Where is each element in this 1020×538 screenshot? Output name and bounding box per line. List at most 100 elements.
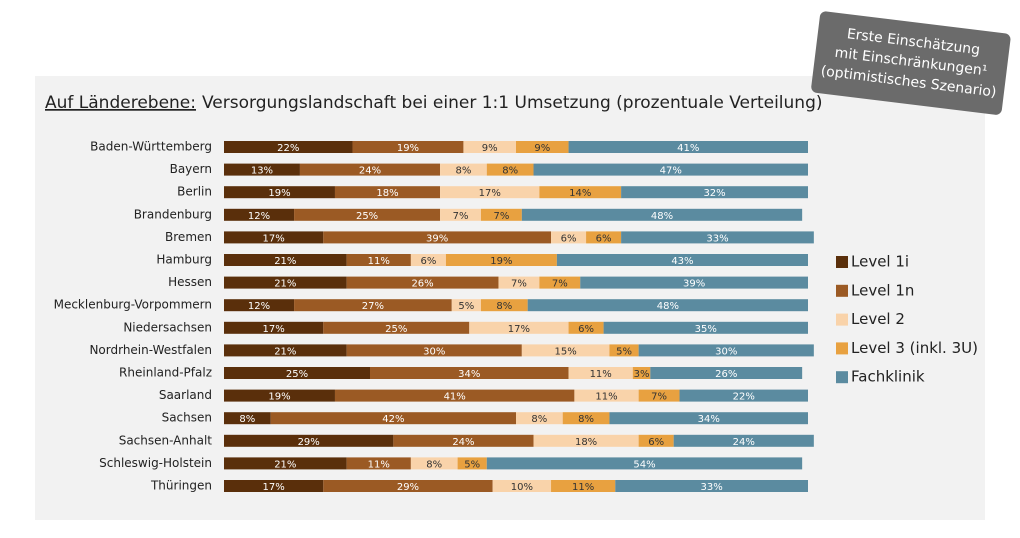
data-label: 30% xyxy=(423,346,445,357)
y-tick-label: Sachsen xyxy=(162,411,212,425)
legend-swatch xyxy=(836,371,848,384)
data-label: 6% xyxy=(578,324,594,335)
bar-segment xyxy=(621,231,814,244)
data-label: 19% xyxy=(490,256,512,267)
data-label: 19% xyxy=(268,392,290,403)
data-label: 24% xyxy=(733,437,755,448)
bar-segment xyxy=(445,254,557,266)
data-label: 7% xyxy=(651,392,667,403)
chart-title: Auf Länderebene: Versorgungslandschaft be… xyxy=(45,93,823,113)
data-label: 11% xyxy=(368,459,390,470)
data-label: 24% xyxy=(359,166,381,177)
y-tick-label: Berlin xyxy=(177,185,212,199)
legend-label: Level 2 xyxy=(851,310,905,328)
data-label: 21% xyxy=(274,459,296,470)
data-label: 10% xyxy=(511,482,533,493)
badge-box xyxy=(811,11,1011,115)
bar-segment xyxy=(650,367,803,379)
bar-segment xyxy=(574,389,639,402)
bar-segment xyxy=(224,412,271,425)
bar-segment xyxy=(451,299,481,312)
bar-segment xyxy=(440,186,540,199)
bar-segment xyxy=(224,457,347,470)
data-label: 17% xyxy=(479,188,501,199)
bar-segment xyxy=(568,141,808,153)
data-label: 54% xyxy=(633,459,655,470)
bar-segment xyxy=(224,254,347,266)
bar-segment xyxy=(224,141,353,153)
bar-segment xyxy=(410,457,458,470)
bar-segment xyxy=(224,344,347,357)
bar-segment xyxy=(352,141,464,153)
data-label: 17% xyxy=(263,233,285,244)
data-label: 33% xyxy=(706,233,728,244)
y-tick-label: Bremen xyxy=(165,230,212,244)
data-label: 19% xyxy=(268,188,290,199)
data-label: 48% xyxy=(657,301,679,312)
data-label: 41% xyxy=(444,392,466,403)
data-label: 29% xyxy=(298,437,320,448)
bar-segment xyxy=(638,344,814,357)
data-label: 5% xyxy=(464,459,480,470)
data-label: 39% xyxy=(683,279,705,290)
data-label: 47% xyxy=(660,166,682,177)
data-label: 39% xyxy=(426,233,448,244)
bar-segment xyxy=(224,276,347,289)
data-label: 25% xyxy=(286,369,308,380)
data-label: 35% xyxy=(695,324,717,335)
bar-segment xyxy=(562,412,610,425)
bar-segment xyxy=(334,389,575,402)
data-label: 22% xyxy=(733,392,755,403)
bar-segment xyxy=(539,276,581,289)
bar-segment xyxy=(638,389,680,402)
bar-segment xyxy=(299,163,441,176)
bar-segment xyxy=(603,321,808,334)
bar-segment xyxy=(551,480,616,492)
bar-segment xyxy=(521,344,610,357)
bar-segment xyxy=(224,186,335,199)
bar-segment xyxy=(486,457,803,470)
data-label: 7% xyxy=(493,211,509,222)
data-label: 30% xyxy=(715,346,737,357)
y-tick-label: Rheinland-Pfalz xyxy=(119,366,212,380)
data-label: 33% xyxy=(701,482,723,493)
legend-label: Level 3 (inkl. 3U) xyxy=(851,339,978,357)
bar-segment xyxy=(224,480,324,492)
data-label: 11% xyxy=(368,256,390,267)
bar-segment xyxy=(294,299,452,312)
y-tick-label: Bayern xyxy=(170,162,212,176)
data-label: 5% xyxy=(458,301,474,312)
badge: Erste Einschätzung mit Einschränkungen¹ … xyxy=(811,11,1011,115)
bar-segment xyxy=(469,321,569,334)
data-label: 24% xyxy=(452,437,474,448)
data-label: 25% xyxy=(356,211,378,222)
y-tick-label: Nordrhein-Westfalen xyxy=(89,343,212,357)
bar-segment xyxy=(498,276,540,289)
data-label: 26% xyxy=(715,369,737,380)
bar-segment xyxy=(673,434,814,447)
data-label: 17% xyxy=(263,324,285,335)
legend-swatch xyxy=(836,256,848,268)
bar-segment xyxy=(463,141,516,153)
y-tick-label: Hamburg xyxy=(156,253,212,267)
bar-segment xyxy=(370,367,569,379)
bar-segment xyxy=(516,141,569,153)
title-lead: Auf Länderebene: xyxy=(45,93,196,113)
data-label: 6% xyxy=(420,256,436,267)
bar-segment xyxy=(270,412,516,425)
legend-label: Level 1i xyxy=(851,253,909,271)
bar-segment xyxy=(323,480,493,492)
data-label: 14% xyxy=(569,188,591,199)
data-label: 8% xyxy=(531,414,547,425)
data-label: 6% xyxy=(648,437,664,448)
bar-segment xyxy=(533,434,639,447)
data-label: 8% xyxy=(456,166,472,177)
legend-swatch xyxy=(836,284,848,297)
title-text: Versorgungslandschaft bei einer 1:1 Umse… xyxy=(202,93,823,113)
bar-segment xyxy=(492,480,552,492)
y-tick-label: Baden-Württemberg xyxy=(90,140,212,154)
bar-segment xyxy=(679,389,808,402)
data-label: 21% xyxy=(274,256,296,267)
